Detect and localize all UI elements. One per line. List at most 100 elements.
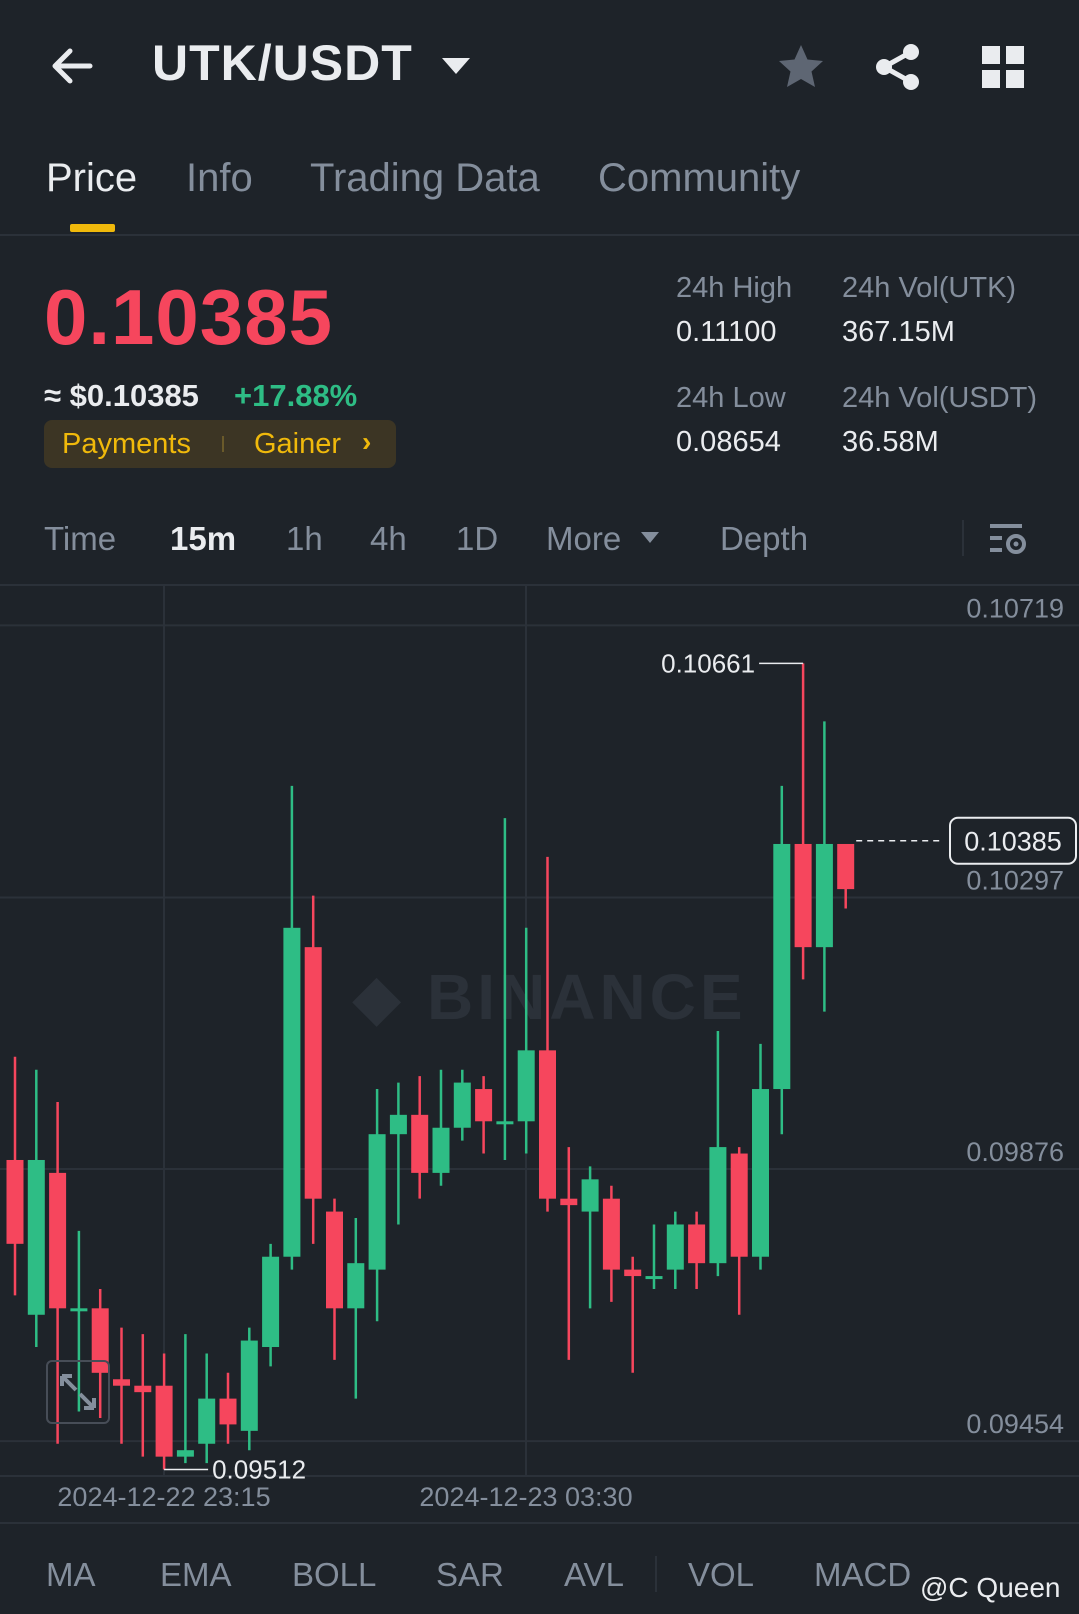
candle-body — [262, 1256, 280, 1348]
more-caret-icon[interactable] — [641, 532, 659, 543]
candle-body — [368, 1134, 386, 1270]
high-value: 0.11100 — [676, 316, 777, 348]
candle-body — [752, 1089, 769, 1257]
star-icon[interactable] — [776, 42, 826, 92]
candle-body — [688, 1224, 706, 1264]
tab-price[interactable]: Price — [46, 156, 138, 200]
low-value: 0.08654 — [676, 426, 781, 458]
current-price-label: 0.10385 — [964, 827, 1062, 857]
indicator-ema[interactable]: EMA — [160, 1556, 232, 1593]
candle-body — [496, 1121, 514, 1125]
current-price-box — [949, 816, 1077, 865]
candle-body — [666, 1224, 684, 1270]
candlestick-chart[interactable]: 0.10719 0.10297 0.09876 0.09454 2024-12-22 2… — [0, 586, 1079, 1506]
candle-body — [453, 1082, 471, 1128]
bottom-divider — [0, 1522, 1079, 1524]
candle-body — [837, 843, 855, 890]
indicator-macd[interactable]: MACD — [814, 1556, 912, 1593]
usd-price: ≈ $0.10385 — [44, 378, 199, 413]
share-icon[interactable] — [874, 42, 922, 92]
toolbar-divider — [0, 584, 1079, 586]
vol-utk-label: 24h Vol(UTK) — [842, 272, 1017, 304]
candle-body — [539, 1050, 556, 1199]
candle-body — [624, 1269, 642, 1277]
interval-15m[interactable]: 15m — [170, 520, 237, 557]
expand-icon — [60, 1374, 96, 1410]
candle-body — [475, 1089, 493, 1122]
chevron-right-icon[interactable]: › — [362, 426, 372, 457]
candle-body — [198, 1398, 216, 1444]
candle-body — [27, 1159, 45, 1315]
watermark-credit: @C Queen — [920, 1572, 1061, 1603]
depth-tab[interactable]: Depth — [720, 520, 809, 557]
candle-body — [645, 1276, 663, 1280]
candle-body — [304, 947, 322, 1199]
tag-box[interactable] — [44, 420, 396, 468]
candle-body — [517, 1050, 535, 1122]
tab-community[interactable]: Community — [598, 156, 801, 200]
y-tick-label: 0.09454 — [966, 1409, 1064, 1439]
pair-title[interactable]: UTK/USDT — [152, 35, 413, 91]
interval-more[interactable]: More — [546, 520, 622, 557]
low-label: 24h Low — [676, 382, 786, 414]
interval-1h[interactable]: 1h — [286, 520, 323, 557]
candle-body — [389, 1114, 407, 1135]
vol-usdt-label: 24h Vol(USDT) — [842, 382, 1038, 414]
high-marker-label: 0.10661 — [661, 648, 755, 678]
indicator-separator — [655, 1556, 657, 1592]
y-tick-label: 0.10297 — [966, 866, 1064, 896]
candle-body — [581, 1179, 599, 1212]
candle-body — [219, 1398, 237, 1425]
x-tick-label: 2024-12-22 23:15 — [57, 1482, 270, 1506]
candle-body — [70, 1308, 88, 1312]
tabs-divider — [0, 234, 1079, 236]
toolbar-separator — [962, 520, 964, 556]
tab-info[interactable]: Info — [186, 156, 253, 200]
indicator-sar[interactable]: SAR — [436, 1556, 504, 1593]
candle-body — [6, 1159, 24, 1244]
low-marker-label: 0.09512 — [212, 1455, 306, 1485]
indicator-avl[interactable]: AVL — [564, 1556, 624, 1593]
grid-icon[interactable] — [982, 46, 1024, 88]
tag-gainer[interactable]: Gainer — [254, 428, 342, 460]
candle-body — [602, 1198, 620, 1270]
interval-4h[interactable]: 4h — [370, 520, 407, 557]
candle-body — [155, 1385, 173, 1457]
candle-body — [176, 1450, 194, 1457]
last-price: 0.10385 — [44, 273, 333, 361]
candle-body — [432, 1127, 450, 1173]
candle-body — [411, 1114, 429, 1173]
candle-body — [560, 1198, 578, 1206]
tag-separator — [222, 436, 224, 452]
candle-body — [283, 927, 301, 1257]
tab-trading-data[interactable]: Trading Data — [310, 156, 540, 200]
vol-utk-value: 367.15M — [842, 316, 955, 348]
chart-settings-icon[interactable] — [988, 520, 1028, 558]
y-tick-label: 0.09876 — [966, 1137, 1064, 1167]
back-arrow-icon[interactable] — [46, 40, 98, 92]
candle-body — [49, 1172, 67, 1309]
indicator-boll[interactable]: BOLL — [292, 1556, 377, 1593]
x-tick-label: 2024-12-23 03:30 — [419, 1482, 632, 1506]
y-tick-label: 0.10719 — [966, 593, 1064, 623]
candle-body — [326, 1211, 343, 1309]
candle-body — [113, 1379, 130, 1386]
tag-payments[interactable]: Payments — [62, 428, 191, 460]
candle-body — [773, 843, 791, 1090]
high-label: 24h High — [676, 272, 793, 304]
candle-body — [91, 1308, 109, 1373]
candle-body — [709, 1147, 727, 1264]
caret-down-icon[interactable] — [442, 58, 470, 74]
interval-1d[interactable]: 1D — [456, 520, 499, 557]
price-change-percent: +17.88% — [234, 378, 358, 413]
candle-body — [794, 843, 812, 948]
vol-usdt-value: 36.58M — [842, 426, 939, 458]
indicator-ma[interactable]: MA — [46, 1556, 96, 1593]
candle-body — [730, 1153, 748, 1257]
indicator-vol[interactable]: VOL — [688, 1556, 755, 1593]
candle-body — [347, 1263, 365, 1309]
candle-body — [815, 843, 833, 948]
expand-chart-button[interactable] — [46, 1360, 110, 1424]
interval-time[interactable]: Time — [44, 520, 117, 557]
active-tab-indicator — [70, 224, 115, 232]
